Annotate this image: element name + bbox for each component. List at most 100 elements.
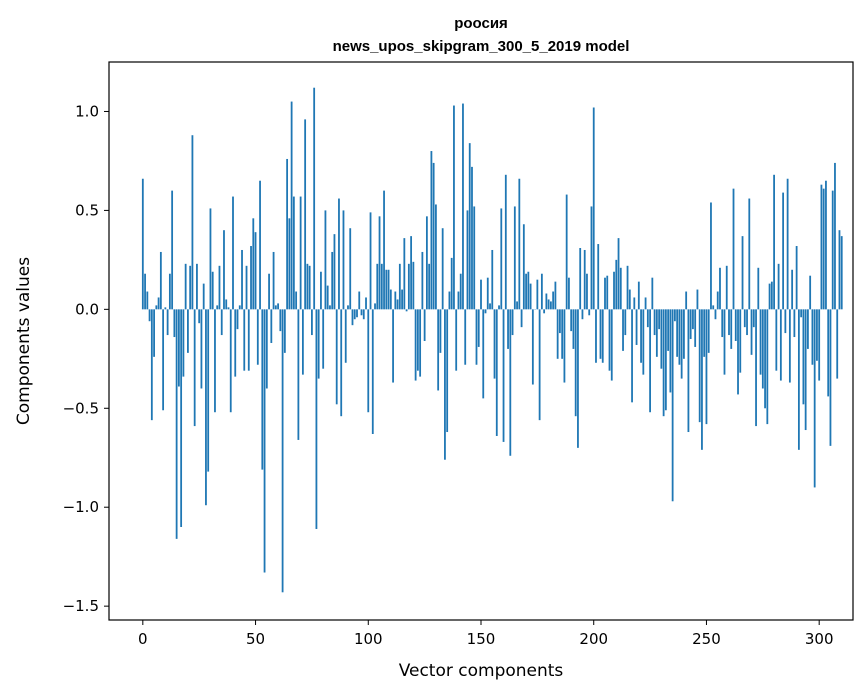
- bar: [184, 263, 187, 310]
- bar: [827, 309, 830, 397]
- bar: [658, 309, 661, 330]
- bar: [836, 309, 839, 379]
- bar: [441, 228, 444, 310]
- bar: [198, 309, 201, 324]
- bar: [793, 309, 796, 338]
- bar: [322, 309, 325, 369]
- bar: [171, 190, 174, 310]
- bar: [604, 277, 606, 310]
- y-tick-label: 0.5: [75, 201, 99, 219]
- bar: [529, 283, 532, 310]
- bar: [398, 263, 401, 310]
- bar: [590, 206, 593, 310]
- bar: [173, 309, 176, 338]
- bar: [504, 174, 507, 310]
- bar: [649, 309, 651, 413]
- bar: [304, 119, 307, 310]
- bar: [770, 281, 773, 310]
- bar: [252, 218, 255, 310]
- bar: [597, 244, 600, 310]
- bar: [622, 309, 624, 351]
- bar: [175, 309, 178, 539]
- bar: [191, 135, 194, 310]
- bar: [245, 265, 248, 310]
- bar: [498, 305, 500, 310]
- bar: [493, 309, 496, 379]
- bar: [559, 309, 561, 334]
- bar: [694, 309, 697, 347]
- bar: [507, 309, 509, 349]
- bar: [660, 309, 663, 369]
- bar: [214, 309, 216, 413]
- bar: [263, 309, 266, 573]
- bar: [299, 196, 302, 310]
- bar: [216, 305, 219, 310]
- bar: [536, 279, 539, 310]
- bar: [746, 309, 748, 336]
- bar: [144, 273, 146, 310]
- bar: [773, 174, 775, 310]
- bar: [800, 309, 803, 318]
- bar: [189, 265, 192, 310]
- bar: [586, 273, 588, 310]
- bar: [809, 275, 812, 310]
- bar: [367, 309, 370, 413]
- bar: [673, 309, 676, 322]
- bar: [146, 291, 149, 310]
- bar: [712, 305, 715, 310]
- bar: [631, 309, 633, 403]
- bar: [795, 246, 798, 310]
- bar: [421, 251, 424, 310]
- bar: [816, 309, 818, 361]
- bars: [141, 87, 843, 593]
- bar: [207, 309, 210, 472]
- bar: [159, 251, 162, 310]
- bar: [703, 309, 706, 357]
- bar: [353, 309, 356, 320]
- bar: [714, 309, 717, 320]
- bar: [234, 309, 237, 377]
- bar: [329, 305, 331, 310]
- bar: [595, 309, 597, 363]
- x-tick-label: 100: [354, 630, 383, 648]
- bar: [502, 309, 505, 442]
- bar: [543, 309, 546, 314]
- bar: [297, 309, 300, 440]
- bar: [150, 309, 153, 421]
- bar: [311, 309, 313, 336]
- bar: [545, 293, 548, 310]
- bar: [775, 309, 778, 371]
- bar: [531, 309, 534, 385]
- bar: [601, 309, 604, 363]
- bar: [640, 309, 642, 363]
- bar: [155, 305, 158, 310]
- bar: [256, 309, 259, 365]
- bar: [538, 309, 541, 421]
- bar: [243, 309, 246, 371]
- bar: [615, 259, 618, 310]
- bar: [324, 210, 327, 310]
- bar: [513, 206, 516, 310]
- bar: [734, 309, 737, 341]
- bar: [166, 309, 169, 336]
- bar: [168, 273, 171, 310]
- bar: [583, 249, 586, 310]
- bar: [279, 309, 282, 332]
- bar: [290, 101, 293, 310]
- x-tick-label: 300: [805, 630, 834, 648]
- bar: [635, 309, 638, 345]
- bar: [572, 309, 575, 349]
- bar: [425, 216, 428, 310]
- bar: [667, 309, 670, 351]
- bar: [646, 309, 649, 328]
- bar: [739, 309, 742, 373]
- bar: [698, 309, 701, 423]
- bar: [306, 263, 309, 310]
- bar: [565, 194, 568, 310]
- bar: [761, 309, 764, 389]
- bar: [268, 273, 270, 310]
- bar: [317, 309, 320, 379]
- bar: [250, 246, 252, 310]
- bar: [259, 180, 261, 310]
- bar: [141, 178, 144, 310]
